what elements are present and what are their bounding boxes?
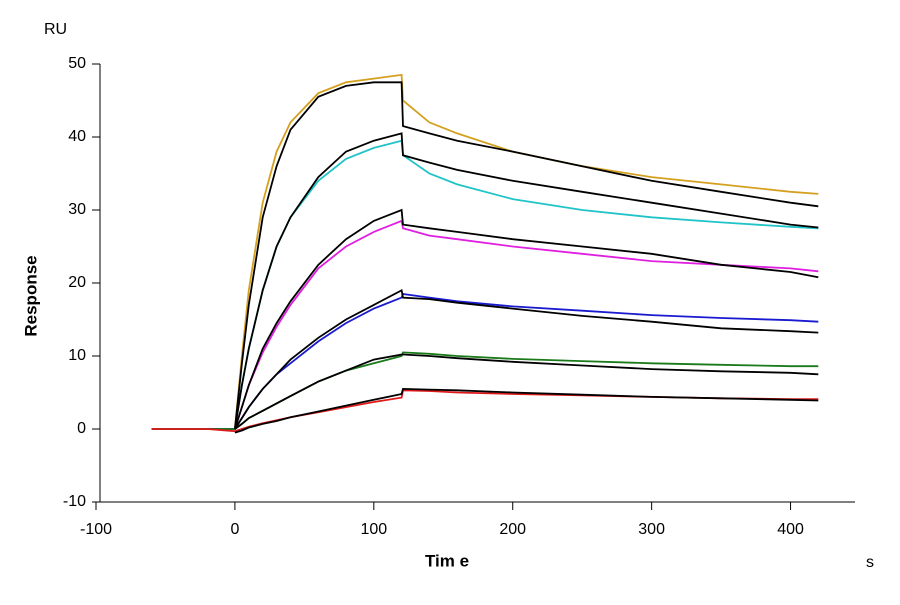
x-tick-label: 0 [230, 521, 239, 538]
x-tick-label: 200 [499, 521, 526, 538]
x-tick-label: 100 [360, 521, 387, 538]
sensorgram-curve [234, 387, 819, 434]
y-tick-label: 30 [68, 201, 86, 218]
x-tick-label: -100 [80, 521, 112, 538]
sensorgram-curve [234, 208, 819, 430]
sensorgram-curve [234, 288, 819, 430]
y-tick-label: 40 [68, 128, 86, 145]
sensorgram-curve [151, 389, 819, 433]
y-tick-label: 50 [68, 55, 86, 72]
x-axis-label: Tim e [425, 551, 469, 570]
y-axis-label: Response [21, 255, 40, 336]
sensorgram-curve [234, 132, 819, 430]
x-tick-label: 400 [777, 521, 804, 538]
sensorgram-curve [234, 353, 819, 430]
y-tick-label: 10 [68, 347, 86, 364]
x-tick-label: 300 [638, 521, 665, 538]
sensorgram-curve [234, 81, 819, 430]
sensorgram-curve [151, 293, 819, 430]
y-tick-label: -10 [63, 493, 86, 510]
x-unit: s [866, 554, 874, 571]
y-tick-label: 20 [68, 274, 86, 291]
y-unit: RU [44, 21, 67, 38]
y-tick-label: 0 [77, 420, 86, 437]
